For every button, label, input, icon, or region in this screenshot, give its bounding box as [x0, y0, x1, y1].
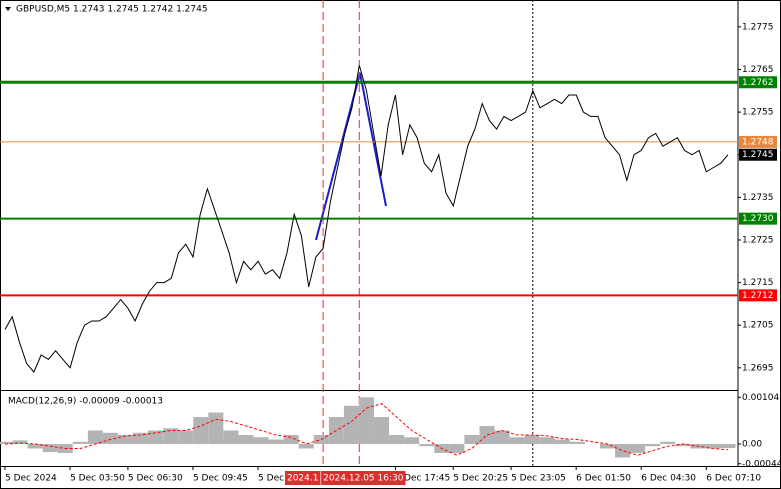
- level-tag: [739, 135, 777, 148]
- macd-bar: [539, 437, 555, 444]
- y-tick-label: -0.00044: [742, 459, 781, 469]
- macd-bar: [524, 435, 540, 444]
- macd-bar: [675, 443, 691, 447]
- x-tick-label: 5 Dec 06:30: [128, 474, 183, 484]
- macd-bar: [12, 440, 28, 444]
- level-tag: [739, 148, 777, 161]
- macd-bar: [223, 430, 239, 444]
- price-line: [4, 65, 729, 374]
- level-label: 1.2748: [742, 137, 774, 147]
- macd-bar: [509, 437, 525, 444]
- macd-bar: [645, 443, 661, 447]
- x-tick-label: 6 Dec 04:30: [641, 474, 696, 484]
- signal-line: [4, 403, 729, 456]
- y-tick-label: 1.2765: [742, 65, 774, 75]
- macd-bar: [208, 412, 224, 444]
- y-tick-label: 1.2735: [742, 193, 774, 203]
- level-tag: [739, 212, 777, 225]
- macd-bar: [705, 443, 721, 449]
- macd-bar: [87, 430, 103, 444]
- trend-line: [315, 72, 387, 241]
- x-tick-label: 6 Dec 01:50: [576, 474, 631, 484]
- x-tick-label: 5 Dec 20:25: [453, 474, 508, 484]
- macd-bar: [27, 443, 43, 449]
- x-tick-label: 5 Dec: [258, 474, 284, 484]
- macd-bar: [419, 443, 435, 447]
- macd-bar: [630, 443, 646, 453]
- macd-bar: [283, 435, 299, 444]
- x-tick-label: 5 Dec 17:45: [395, 474, 450, 484]
- macd-bar: [42, 443, 58, 453]
- macd-bar: [72, 441, 88, 444]
- x-tick-label: 5 Dec 23:05: [511, 474, 566, 484]
- macd-bar: [389, 435, 405, 444]
- y-tick-label: 0.00: [742, 439, 762, 449]
- y-tick-label: 1.2705: [742, 321, 774, 331]
- macd-bar: [449, 443, 465, 453]
- y-tick-label: 1.2775: [742, 22, 774, 32]
- macd-bar: [494, 430, 510, 444]
- macd-bar: [178, 430, 194, 444]
- macd-bar: [343, 405, 359, 444]
- macd-bar: [148, 430, 164, 444]
- x-tick-label: 5 Dec 2024: [5, 474, 57, 484]
- x-tick-label: 6 Dec 07:10: [706, 474, 761, 484]
- highlight-label: 2024.12.05 16:30: [323, 474, 404, 484]
- macd-title: MACD(12,26,9) -0.00009 -0.00013: [8, 397, 163, 407]
- y-tick-label: 1.2695: [742, 363, 774, 373]
- macd-bar: [600, 443, 615, 449]
- macd-bar: [464, 435, 480, 444]
- macd-bar: [720, 443, 736, 449]
- macd-bar: [554, 439, 570, 444]
- macd-bar: [193, 417, 209, 444]
- level-label: 1.2745: [742, 150, 774, 160]
- macd-bar: [163, 428, 179, 444]
- highlight-label: 2024.1: [287, 474, 319, 484]
- y-tick-label: 1.2715: [742, 278, 774, 288]
- x-tick-label: 5 Dec 09:45: [193, 474, 248, 484]
- menu-icon: [5, 7, 11, 11]
- macd-bar: [615, 443, 631, 458]
- level-tag: [739, 289, 777, 302]
- level-label: 1.2712: [742, 291, 774, 301]
- macd-bar: [359, 397, 374, 444]
- x-tick-label: 5 Dec 03:50: [70, 474, 125, 484]
- highlight-box: [321, 471, 406, 485]
- macd-bar: [569, 441, 585, 444]
- macd-bar: [0, 441, 13, 444]
- y-tick-label: 1.2755: [742, 108, 774, 118]
- level-tag: [739, 76, 777, 89]
- y-tick-label: 1.2725: [742, 235, 774, 245]
- macd-bar: [660, 441, 676, 444]
- macd-bar: [298, 443, 314, 449]
- macd-bar: [238, 435, 254, 444]
- level-label: 1.2762: [742, 78, 774, 88]
- y-tick-label: 0.00104: [742, 393, 779, 403]
- level-label: 1.2730: [742, 214, 774, 224]
- chart-title: GBPUSD,M5 1.2743 1.2745 1.2742 1.2745: [16, 5, 208, 15]
- macd-bar: [479, 426, 495, 444]
- macd-bar: [133, 432, 149, 444]
- macd-bar: [253, 437, 269, 444]
- macd-bar: [374, 417, 390, 444]
- macd-bar: [268, 439, 284, 444]
- highlight-box: [284, 471, 321, 485]
- macd-bar: [404, 437, 420, 444]
- macd-bar: [102, 432, 118, 444]
- macd-bar: [118, 435, 133, 444]
